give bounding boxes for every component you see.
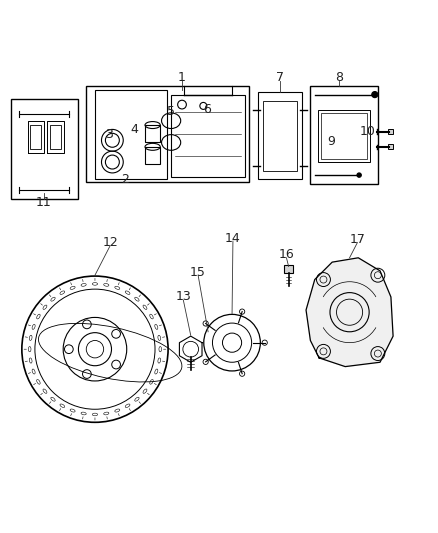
Bar — [258, 92, 302, 180]
Text: 8: 8 — [335, 71, 343, 84]
Text: 12: 12 — [102, 236, 118, 249]
Ellipse shape — [135, 297, 139, 301]
Ellipse shape — [143, 305, 147, 309]
Bar — [86, 86, 250, 182]
Ellipse shape — [115, 286, 120, 289]
Ellipse shape — [70, 409, 75, 412]
Text: 6: 6 — [203, 103, 211, 116]
Text: 4: 4 — [131, 123, 138, 136]
Ellipse shape — [125, 291, 130, 294]
Text: 14: 14 — [225, 232, 241, 245]
Circle shape — [372, 92, 378, 98]
Bar — [145, 125, 160, 142]
Ellipse shape — [135, 397, 139, 401]
Ellipse shape — [43, 305, 47, 309]
Bar — [262, 101, 297, 171]
Ellipse shape — [43, 389, 47, 393]
Ellipse shape — [155, 369, 158, 374]
Polygon shape — [306, 258, 393, 367]
Ellipse shape — [29, 358, 32, 363]
Text: 7: 7 — [276, 71, 284, 84]
Text: 11: 11 — [36, 196, 52, 208]
Ellipse shape — [60, 404, 65, 407]
Ellipse shape — [104, 412, 109, 415]
Ellipse shape — [92, 413, 98, 416]
Text: 5: 5 — [167, 104, 175, 118]
Bar — [30, 125, 41, 149]
Ellipse shape — [150, 314, 153, 319]
Text: 2: 2 — [121, 173, 129, 186]
Ellipse shape — [125, 404, 130, 407]
Ellipse shape — [32, 369, 35, 374]
Ellipse shape — [159, 346, 162, 352]
Bar — [321, 114, 367, 158]
Text: 13: 13 — [176, 290, 191, 303]
Ellipse shape — [104, 284, 109, 286]
Bar — [284, 265, 293, 273]
Ellipse shape — [81, 412, 86, 415]
Text: 15: 15 — [190, 265, 206, 279]
Bar — [145, 147, 160, 164]
Ellipse shape — [29, 335, 32, 341]
Ellipse shape — [51, 397, 55, 401]
Ellipse shape — [92, 282, 98, 285]
Ellipse shape — [51, 297, 55, 301]
Ellipse shape — [28, 346, 31, 352]
Ellipse shape — [158, 358, 161, 363]
Bar — [318, 110, 371, 162]
Ellipse shape — [155, 325, 158, 329]
Text: 3: 3 — [106, 128, 113, 141]
Bar — [49, 125, 60, 149]
Text: 9: 9 — [327, 135, 335, 148]
Ellipse shape — [81, 284, 86, 286]
Text: 10: 10 — [360, 125, 376, 138]
Ellipse shape — [158, 335, 161, 341]
Bar — [388, 144, 393, 149]
Bar — [311, 86, 378, 184]
Ellipse shape — [32, 325, 35, 329]
Ellipse shape — [150, 379, 153, 384]
Ellipse shape — [115, 409, 120, 412]
Ellipse shape — [70, 286, 75, 289]
Bar — [388, 129, 393, 134]
Bar — [171, 94, 245, 177]
Text: 1: 1 — [178, 71, 186, 84]
Ellipse shape — [143, 389, 147, 393]
Ellipse shape — [37, 314, 40, 319]
Ellipse shape — [60, 291, 65, 294]
Text: 17: 17 — [350, 233, 365, 246]
Circle shape — [357, 173, 361, 177]
Bar — [11, 99, 78, 199]
Bar — [95, 90, 167, 180]
Text: 16: 16 — [279, 248, 294, 261]
Ellipse shape — [37, 379, 40, 384]
